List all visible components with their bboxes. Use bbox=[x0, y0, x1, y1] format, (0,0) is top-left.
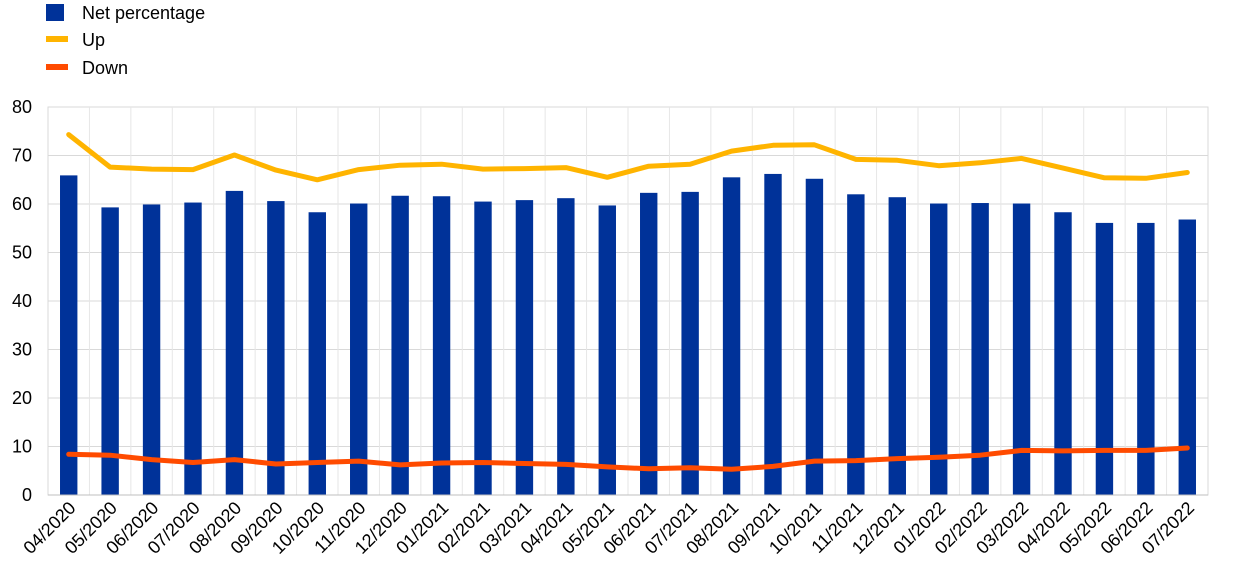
bar-net-percentage bbox=[1054, 212, 1072, 495]
bar-net-percentage bbox=[308, 212, 326, 495]
legend-swatch-up bbox=[46, 36, 68, 42]
bar-net-percentage bbox=[598, 205, 616, 495]
legend-swatch-down bbox=[46, 64, 68, 70]
legend-label-up: Up bbox=[82, 30, 105, 50]
bar-net-percentage bbox=[805, 178, 824, 495]
lines-layer bbox=[66, 132, 1190, 472]
y-tick-label: 10 bbox=[12, 437, 32, 457]
bar-net-percentage bbox=[350, 203, 368, 495]
bar-net-percentage bbox=[432, 196, 451, 496]
bar-net-percentage bbox=[267, 201, 285, 495]
bar-net-percentage bbox=[184, 202, 202, 496]
bar-net-percentage bbox=[474, 201, 492, 495]
bar-net-percentage bbox=[847, 194, 865, 496]
y-tick-label: 20 bbox=[12, 388, 32, 408]
legend-label-down: Down bbox=[82, 58, 128, 78]
bar-net-percentage bbox=[888, 197, 906, 495]
bar-net-percentage bbox=[1012, 203, 1031, 495]
bar-net-percentage bbox=[722, 177, 741, 495]
bar-net-percentage bbox=[557, 198, 575, 495]
legend: Net percentage Up Down bbox=[46, 3, 205, 78]
bar-net-percentage bbox=[640, 192, 658, 495]
line-down bbox=[66, 445, 1190, 472]
y-tick-label: 0 bbox=[22, 485, 32, 505]
bar-net-percentage bbox=[391, 195, 409, 495]
bar-net-percentage bbox=[515, 200, 534, 495]
y-tick-label: 80 bbox=[12, 97, 32, 117]
bar-net-percentage bbox=[1137, 222, 1155, 496]
y-tick-label: 70 bbox=[12, 146, 32, 166]
bar-net-percentage bbox=[142, 204, 161, 496]
y-tick-label: 50 bbox=[12, 243, 32, 263]
bar-net-percentage bbox=[930, 203, 948, 495]
bar-net-percentage bbox=[60, 175, 78, 495]
grid-layer bbox=[47, 106, 1209, 496]
bars-layer bbox=[60, 173, 1196, 496]
legend-swatch-net-percentage bbox=[46, 4, 64, 21]
bar-net-percentage bbox=[764, 173, 782, 495]
bar-net-percentage bbox=[681, 191, 699, 495]
bar-net-percentage bbox=[1095, 222, 1114, 496]
line-up bbox=[66, 132, 1190, 183]
y-tick-label: 60 bbox=[12, 194, 32, 214]
y-tick-label: 40 bbox=[12, 291, 32, 311]
y-tick-label: 30 bbox=[12, 340, 32, 360]
legend-label-net-percentage: Net percentage bbox=[82, 3, 205, 23]
bar-net-percentage bbox=[1178, 219, 1196, 495]
bar-net-percentage bbox=[225, 190, 244, 495]
bar-net-percentage bbox=[101, 207, 119, 495]
bar-net-percentage bbox=[971, 203, 989, 495]
